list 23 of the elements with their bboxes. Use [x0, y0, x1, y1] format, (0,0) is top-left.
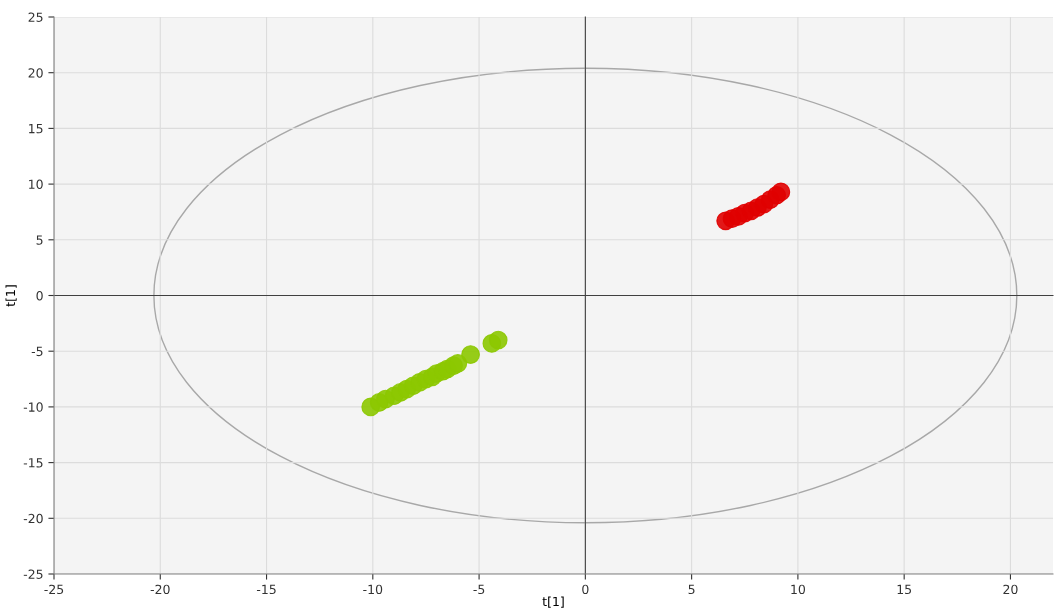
x-tick-label: -10: [363, 584, 383, 595]
y-tick-label: -25: [23, 569, 43, 579]
x-tick-label: -5: [473, 584, 485, 595]
x-tick-label: -15: [256, 584, 276, 595]
y-tick-label: -5: [31, 346, 43, 357]
y-tick-label: 10: [29, 179, 43, 190]
y-tick-label: 15: [29, 124, 43, 134]
y-tick-label: -15: [23, 458, 43, 468]
x-tick-label: -25: [44, 584, 64, 595]
y-tick-label: -20: [23, 513, 43, 524]
x-tick-label: 15: [897, 584, 912, 595]
y-tick-label: 25: [28, 12, 43, 22]
y-tick-label: 0: [36, 290, 43, 301]
y-tick-label: 5: [36, 235, 43, 245]
x-tick-label: -20: [150, 584, 170, 595]
y-tick-label: -10: [23, 402, 43, 412]
x-tick-label: 0: [582, 584, 589, 595]
x-axis-title: t[1]: [542, 596, 564, 608]
y-tick-label: 20: [28, 68, 43, 78]
x-tick-label: 5: [688, 584, 695, 595]
x-tick-label: 20: [1003, 584, 1018, 595]
y-axis-title: t[1]: [5, 285, 17, 307]
x-tick-label: 10: [791, 584, 806, 595]
